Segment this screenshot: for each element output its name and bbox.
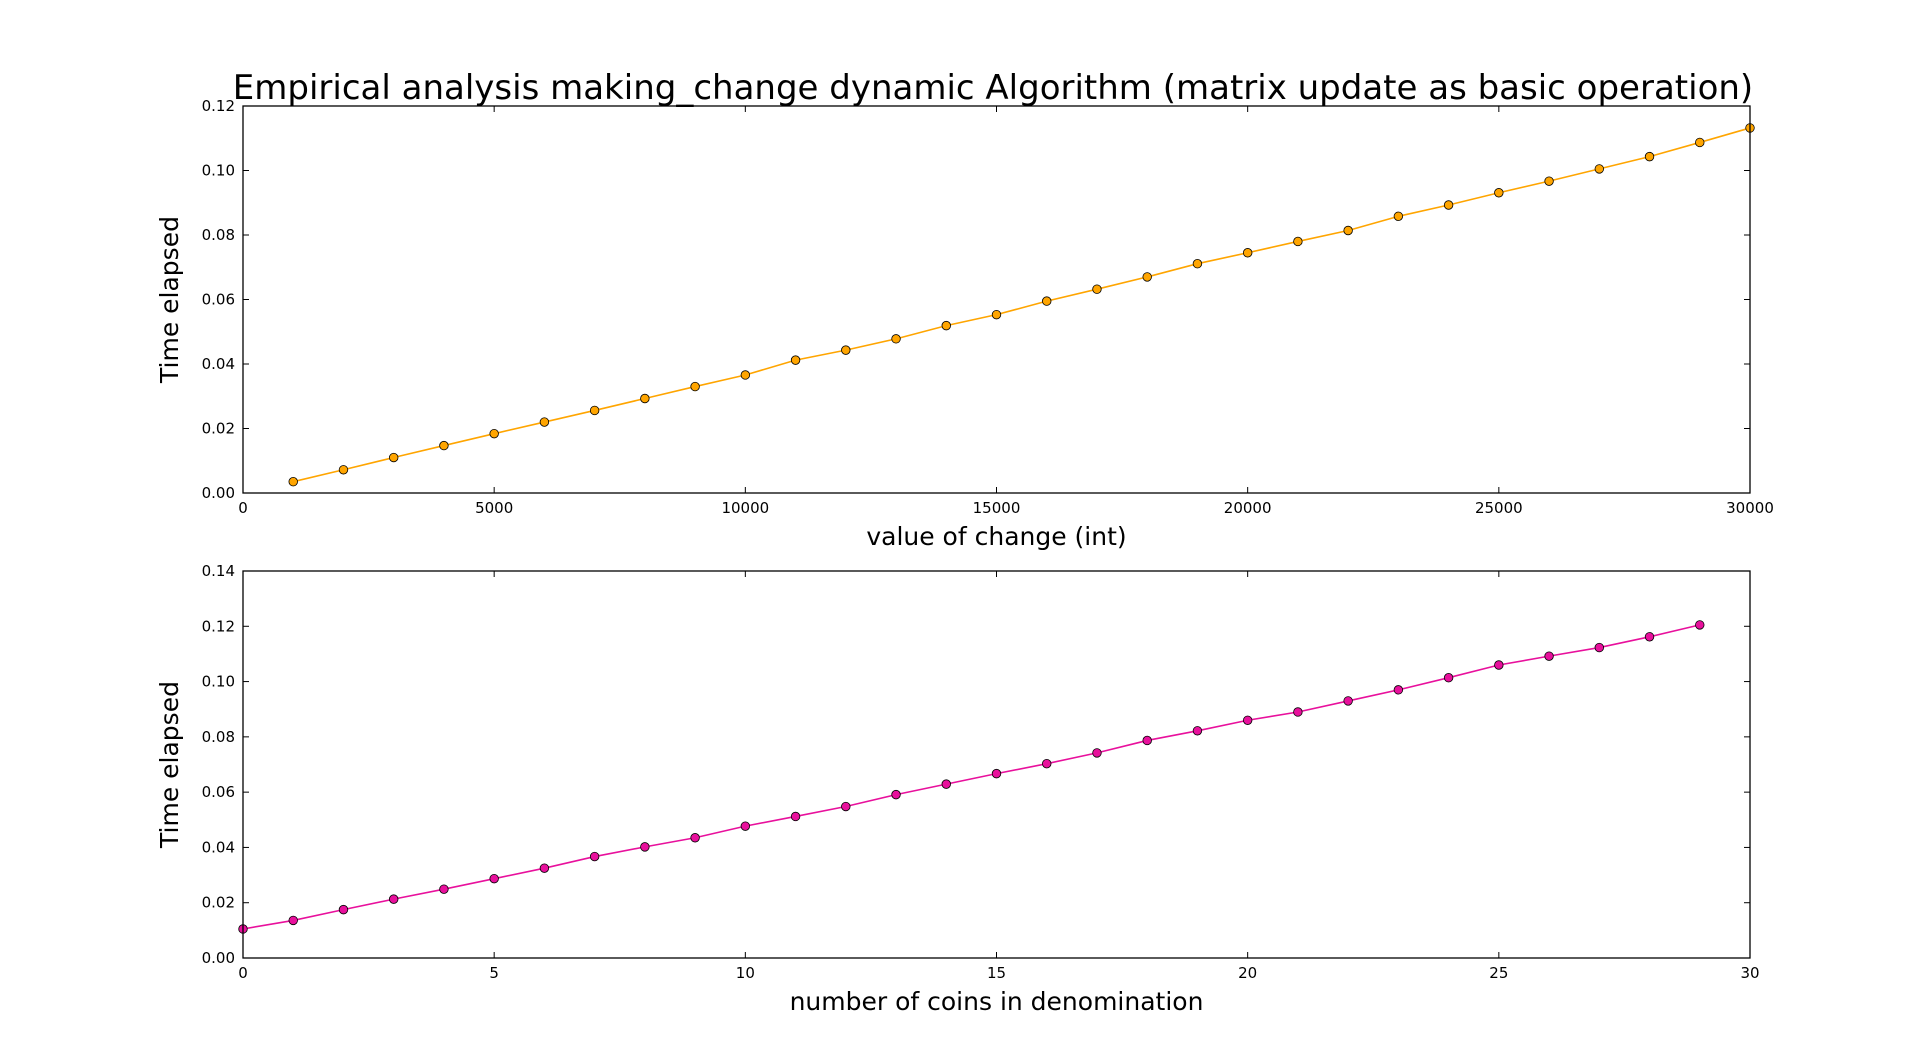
top-data-point bbox=[1644, 151, 1655, 162]
top-data-point bbox=[1293, 236, 1303, 247]
top-data-point bbox=[1042, 296, 1052, 306]
top-y-axis-label: Time elapsed bbox=[155, 216, 184, 384]
top-data-point bbox=[1142, 272, 1152, 282]
top-data-point bbox=[1443, 200, 1454, 210]
bottom-data-point bbox=[690, 833, 700, 843]
top-y-tick-label: 0.04 bbox=[202, 355, 235, 373]
top-x-axis-label: value of change (int) bbox=[866, 522, 1126, 551]
bottom-data-point bbox=[790, 811, 801, 822]
top-plot-panel: 0 5000 10000 15000 20000 25000 30000 0.00 0.02 0.… bbox=[155, 97, 1774, 551]
bottom-y-tick-label: 0.12 bbox=[202, 617, 235, 635]
bottom-data-point bbox=[389, 894, 399, 904]
top-data-point bbox=[1192, 259, 1203, 269]
top-data-point bbox=[439, 440, 449, 451]
bottom-x-tick-label: 10 bbox=[736, 964, 755, 982]
bottom-data-point bbox=[1343, 696, 1353, 706]
bottom-data-point bbox=[1695, 620, 1705, 630]
bottom-data-point bbox=[1092, 748, 1102, 758]
top-data-point bbox=[288, 477, 298, 487]
bottom-data-point bbox=[1242, 715, 1253, 725]
top-data-point bbox=[1393, 211, 1404, 221]
top-x-tick-label: 20000 bbox=[1224, 499, 1272, 517]
bottom-data-point bbox=[1594, 642, 1605, 653]
bottom-data-point bbox=[1042, 758, 1052, 769]
top-data-point bbox=[389, 452, 399, 463]
bottom-data-point bbox=[489, 873, 499, 884]
top-y-tick-label: 0.02 bbox=[202, 420, 235, 438]
top-data-point bbox=[1092, 284, 1102, 294]
bottom-x-tick-label: 15 bbox=[987, 964, 1006, 982]
bottom-y-tick-label: 0.14 bbox=[202, 562, 235, 580]
bottom-x-tick-label: 25 bbox=[1489, 964, 1508, 982]
top-series-line bbox=[293, 127, 1751, 483]
top-data-point bbox=[690, 381, 700, 392]
bottom-data-point bbox=[740, 821, 751, 831]
top-data-point bbox=[338, 465, 349, 475]
top-y-tick-label: 0.12 bbox=[202, 97, 235, 115]
bottom-y-tick-label: 0.00 bbox=[202, 949, 235, 967]
bottom-data-point bbox=[1544, 651, 1554, 661]
top-data-point bbox=[589, 405, 600, 416]
top-data-point bbox=[1594, 164, 1605, 174]
bottom-data-point bbox=[640, 842, 650, 852]
bottom-data-point bbox=[841, 801, 851, 812]
top-y-tick-label: 0.08 bbox=[202, 226, 235, 244]
bottom-data-point bbox=[1494, 660, 1504, 670]
top-data-point bbox=[841, 345, 851, 355]
top-data-point bbox=[489, 428, 499, 439]
bottom-data-point bbox=[288, 915, 298, 926]
top-x-tick-label: 0 bbox=[238, 499, 248, 517]
bottom-y-tick-label: 0.10 bbox=[202, 673, 235, 691]
bottom-x-tick-label: 5 bbox=[489, 964, 499, 982]
top-y-tick-label: 0.10 bbox=[202, 162, 235, 180]
top-data-point bbox=[991, 309, 1002, 320]
bottom-data-point bbox=[439, 884, 449, 894]
bottom-data-point bbox=[1393, 685, 1404, 695]
chart-title: Empirical analysis making_change dynamic… bbox=[233, 68, 1753, 108]
bottom-x-tick-label: 30 bbox=[1740, 964, 1759, 982]
top-data-point bbox=[740, 370, 751, 380]
top-data-point bbox=[790, 355, 801, 365]
bottom-y-tick-label: 0.06 bbox=[202, 783, 235, 801]
top-data-point bbox=[1695, 137, 1705, 148]
bottom-data-point bbox=[338, 904, 349, 915]
top-x-tick-label: 25000 bbox=[1475, 499, 1523, 517]
bottom-axes-frame bbox=[242, 570, 1751, 959]
bottom-x-tick-label: 0 bbox=[238, 964, 248, 982]
bottom-data-point bbox=[1142, 735, 1152, 746]
top-data-point bbox=[891, 334, 901, 344]
bottom-data-point bbox=[941, 779, 951, 789]
bottom-data-point bbox=[589, 851, 600, 862]
top-x-tick-label: 5000 bbox=[475, 499, 513, 517]
top-data-point bbox=[1343, 225, 1353, 236]
bottom-data-point bbox=[891, 789, 901, 800]
top-data-point bbox=[1544, 176, 1554, 186]
top-x-tick-label: 30000 bbox=[1726, 499, 1774, 517]
bottom-x-tick-label: 20 bbox=[1238, 964, 1257, 982]
bottom-series-line bbox=[242, 624, 1700, 930]
bottom-x-axis-label: number of coins in denomination bbox=[790, 987, 1204, 1016]
bottom-data-point bbox=[1293, 707, 1303, 717]
bottom-y-tick-label: 0.08 bbox=[202, 728, 235, 746]
top-data-point bbox=[1494, 188, 1504, 198]
top-x-tick-label: 10000 bbox=[721, 499, 769, 517]
bottom-y-tick-label: 0.04 bbox=[202, 838, 235, 856]
bottom-data-point bbox=[1644, 632, 1655, 642]
bottom-data-point bbox=[991, 768, 1002, 779]
bottom-data-point bbox=[539, 863, 550, 873]
top-y-tick-label: 0.06 bbox=[202, 291, 235, 309]
bottom-data-point bbox=[1192, 726, 1203, 736]
bottom-data-point bbox=[1443, 673, 1454, 683]
bottom-y-axis-label: Time elapsed bbox=[155, 681, 184, 849]
top-data-point bbox=[539, 417, 550, 427]
top-y-tick-label: 0.00 bbox=[202, 484, 235, 502]
top-x-tick-label: 15000 bbox=[973, 499, 1021, 517]
top-data-point bbox=[941, 320, 951, 331]
top-data-point bbox=[1242, 248, 1253, 258]
top-axes-frame bbox=[242, 105, 1751, 494]
top-data-point bbox=[640, 393, 650, 404]
bottom-plot-panel: 0 5 10 15 20 25 30 0.00 0.02 0.04 0.06 0.08 0.10 0.12… bbox=[155, 562, 1760, 1016]
bottom-y-tick-label: 0.02 bbox=[202, 894, 235, 912]
